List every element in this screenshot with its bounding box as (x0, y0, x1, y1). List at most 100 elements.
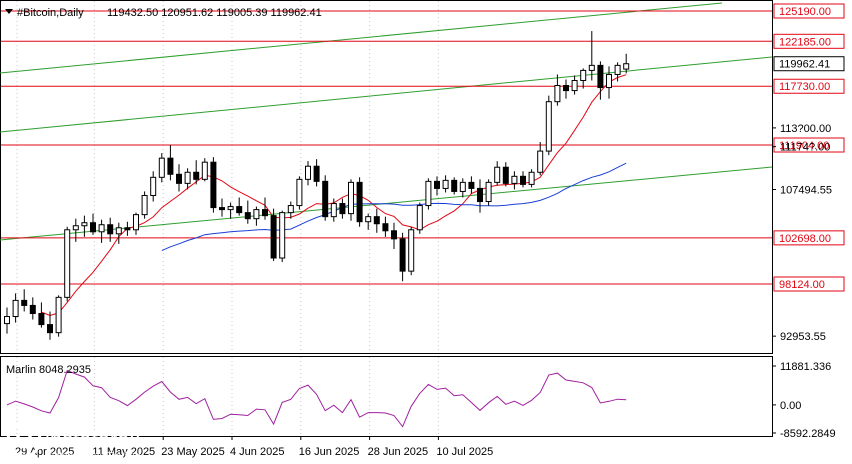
candle-9 (81, 215, 88, 237)
candle-body-71 (614, 64, 621, 75)
level-label-0: 125190.00 (779, 6, 831, 18)
candle-body-27 (236, 206, 243, 214)
candle-15 (133, 212, 139, 235)
candle-body-58 (502, 166, 509, 184)
candles (4, 31, 630, 340)
candle-body-7 (64, 229, 71, 298)
candle-18 (158, 153, 165, 183)
candle-body-68 (588, 64, 595, 71)
candle-body-33 (287, 205, 294, 214)
candle-body-46 (399, 238, 406, 272)
candle-body-13 (115, 227, 122, 235)
candle-body-31 (270, 215, 277, 259)
candle-body-18 (158, 157, 165, 178)
candle-64 (554, 74, 561, 106)
time-tick-label-5: 28 Jun 2025 (368, 446, 429, 458)
candle-body-67 (580, 69, 587, 81)
candle-body-25 (219, 207, 225, 211)
candle-body-22 (193, 171, 200, 180)
candle-71 (614, 62, 621, 82)
candle-31 (270, 208, 277, 262)
candle-body-32 (279, 212, 286, 259)
osc-tick-label-1: 0.00 (780, 400, 801, 412)
candle-body-3 (29, 304, 36, 314)
candle-body-23 (201, 161, 208, 180)
candle-body-34 (296, 178, 303, 207)
level-label-box-4 (773, 230, 845, 246)
candle-40 (348, 179, 354, 221)
price-tick-label-2: 11174?.00 (780, 142, 830, 154)
level-label-2: 117730.00 (779, 81, 830, 93)
candle-body-14 (124, 227, 131, 231)
dropdown-triangle-icon[interactable] (5, 9, 13, 14)
indicator-panel-frame (0, 356, 773, 437)
candle-43 (373, 208, 380, 233)
candle-body-36 (313, 165, 320, 182)
candle-body-47 (408, 229, 415, 272)
candle-70 (606, 66, 612, 99)
price-panel-frame (0, 0, 773, 354)
candle-52 (451, 177, 458, 195)
price-tick-label-3: 113?00.00 (780, 123, 831, 135)
candle-62 (537, 142, 544, 176)
candle-body-42 (365, 216, 372, 223)
candle-4 (38, 302, 45, 328)
candle-body-41 (356, 181, 363, 223)
candle-0 (4, 307, 10, 334)
candle-body-2 (21, 299, 28, 306)
candle-body-6 (55, 296, 62, 334)
instaforex-logo: instaforex Instant Forex Trading (6, 422, 141, 462)
candle-body-44 (382, 223, 389, 232)
candle-13 (115, 222, 122, 244)
level-label-4: 102698.00 (779, 233, 831, 245)
logo-name: instaforex (45, 427, 140, 452)
candle-33 (287, 201, 294, 219)
candle-45 (391, 222, 397, 249)
candle-body-66 (571, 79, 578, 92)
candle-body-35 (305, 165, 311, 180)
candle-22 (193, 160, 200, 185)
candle-2 (21, 289, 28, 312)
candle-69 (597, 61, 604, 100)
candle-37 (322, 175, 329, 221)
candle-59 (511, 171, 518, 190)
candle-body-11 (98, 224, 105, 233)
candle-body-72 (623, 63, 630, 70)
candle-body-61 (528, 171, 535, 185)
symbol-label: #Bitcoin,Daily (17, 7, 84, 19)
candle-body-0 (4, 316, 10, 325)
candle-39 (339, 198, 346, 219)
candle-58 (502, 162, 509, 187)
candle-57 (494, 161, 501, 186)
candle-60 (520, 171, 526, 188)
candle-body-26 (227, 206, 234, 211)
candle-body-56 (485, 181, 492, 203)
candle-66 (571, 75, 578, 95)
candle-body-62 (537, 150, 544, 173)
candle-7 (64, 226, 71, 302)
candle-35 (305, 161, 311, 186)
candle-11 (98, 219, 105, 243)
candle-body-57 (494, 166, 501, 183)
candle-38 (330, 198, 337, 222)
candle-53 (459, 178, 466, 198)
time-tick-label-3: 4 Jun 2025 (230, 446, 284, 458)
candle-body-48 (416, 205, 423, 231)
candle-body-70 (606, 73, 612, 89)
candle-6 (55, 295, 62, 337)
candle-36 (313, 159, 320, 187)
candle-3 (29, 297, 36, 320)
candle-body-5 (47, 324, 53, 334)
candle-25 (219, 198, 225, 217)
candle-67 (580, 68, 587, 89)
price-tick-label-1: 107494.55 (780, 184, 832, 196)
level-label-box-5 (773, 276, 845, 292)
level-label-box-1 (773, 33, 845, 49)
candle-63 (545, 95, 552, 156)
candle-56 (485, 179, 492, 206)
candle-65 (563, 79, 569, 99)
candle-32 (279, 210, 286, 263)
candle-16 (141, 191, 148, 219)
ohlc-readout: 119432.50 120951.62 119005.39 119962.41 (107, 7, 322, 19)
